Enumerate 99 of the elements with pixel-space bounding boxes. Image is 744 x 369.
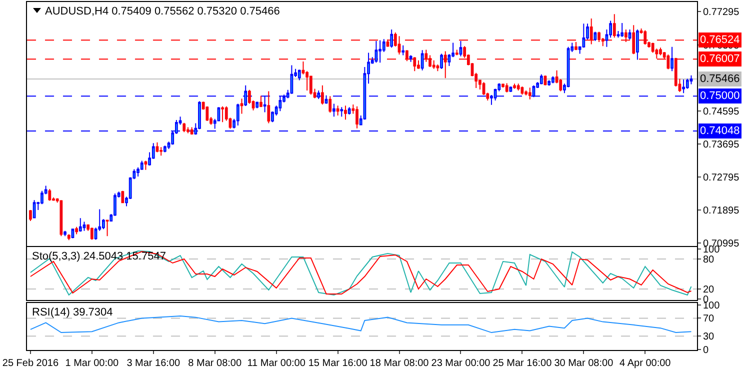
- candlestick: [540, 74, 543, 85]
- x-tick-label: 8 Mar 08:00: [188, 358, 242, 369]
- candlestick: [390, 29, 394, 48]
- candlestick: [632, 24, 636, 55]
- candlestick: [106, 220, 109, 237]
- candlestick: [267, 90, 270, 124]
- candlestick: [186, 126, 190, 134]
- x-tick-label: 30 Mar 08:00: [554, 358, 614, 369]
- candlestick: [156, 142, 159, 153]
- candlestick: [374, 40, 378, 64]
- candlestick: [340, 106, 344, 118]
- x-tick-label: 18 Mar 08:00: [370, 358, 430, 369]
- candlestick: [240, 98, 244, 114]
- candlestick: [528, 87, 532, 100]
- x-tick-label: 23 Mar 00:00: [431, 358, 491, 369]
- candlestick: [420, 50, 424, 71]
- x-tick-label: 25 Mar 16:00: [492, 358, 552, 369]
- chart-title: AUDUSD,H4 0.75409 0.75562 0.75320 0.75466: [45, 6, 280, 18]
- candlestick: [432, 60, 436, 70]
- y-tick-label: 30: [703, 332, 715, 343]
- candlestick: [344, 105, 347, 120]
- candlestick: [90, 227, 94, 240]
- candlestick: [551, 76, 554, 84]
- candlestick: [48, 188, 52, 202]
- candlestick: [612, 14, 616, 38]
- candlestick: [256, 101, 259, 109]
- candlestick: [78, 218, 82, 232]
- y-tick-label: 0.72795: [703, 172, 740, 184]
- candlestick: [336, 105, 340, 116]
- candlestick: [516, 83, 520, 92]
- candlestick: [459, 40, 462, 57]
- ref-line-label: 0.76007: [700, 53, 740, 65]
- candlestick: [64, 230, 66, 237]
- candlestick: [328, 96, 332, 114]
- candlestick: [509, 86, 512, 93]
- candlestick: [686, 78, 689, 90]
- ref-line-label: 0.75466: [700, 73, 740, 85]
- y-tick-label: 0.74595: [703, 106, 740, 118]
- candlestick: [690, 74, 693, 85]
- candlestick: [417, 60, 420, 70]
- candlestick: [440, 53, 443, 70]
- candlestick: [409, 54, 412, 62]
- candlestick: [436, 64, 440, 72]
- candlestick: [620, 22, 624, 38]
- x-tick-label: 4 Apr 00:00: [620, 358, 672, 369]
- candlestick: [290, 64, 294, 94]
- candlestick: [82, 221, 86, 232]
- candlestick: [524, 90, 528, 96]
- candlestick: [659, 47, 662, 56]
- y-tick-label: 70: [703, 314, 715, 325]
- candlestick: [182, 122, 186, 133]
- y-tick-label: 20: [703, 284, 715, 296]
- candlestick: [398, 36, 401, 56]
- ref-line-label: 0.76524: [700, 34, 740, 46]
- candlestick: [29, 209, 32, 222]
- candlestick: [348, 106, 351, 115]
- candlestick: [190, 126, 194, 136]
- candlestick: [628, 29, 632, 40]
- candlestick: [75, 226, 78, 235]
- candlestick: [636, 29, 639, 60]
- candlestick: [163, 145, 166, 153]
- y-tick-label: 100: [703, 300, 720, 312]
- ref-line-label: 0.74048: [700, 125, 740, 137]
- candlestick: [502, 84, 504, 88]
- y-tick-label: 0: [703, 345, 709, 356]
- candlestick: [378, 40, 382, 64]
- candlestick: [206, 106, 209, 122]
- candlestick: [356, 106, 358, 129]
- candlestick: [505, 82, 508, 93]
- candlestick: [309, 75, 312, 96]
- y-tick-label: 80: [703, 254, 715, 266]
- candlestick: [67, 234, 70, 241]
- y-tick-label: 0.77295: [703, 7, 740, 18]
- candlestick: [332, 103, 336, 118]
- y-tick-label: 0.73695: [703, 140, 740, 151]
- candlestick: [402, 44, 405, 56]
- candlestick: [160, 146, 163, 156]
- chart-title: RSI(14) 39.7304: [32, 306, 113, 319]
- candlestick: [598, 31, 600, 43]
- candlestick: [260, 95, 262, 108]
- candlestick: [236, 103, 240, 126]
- candlestick: [298, 69, 301, 81]
- y-tick-label: 0.71895: [703, 206, 740, 217]
- candlestick: [221, 106, 224, 123]
- x-tick-label: 25 Feb 2016: [2, 358, 59, 369]
- candlestick: [670, 46, 674, 72]
- candlestick: [682, 79, 685, 94]
- candlestick: [548, 80, 551, 86]
- ref-line-label: 0.75000: [700, 90, 740, 102]
- candlestick: [455, 49, 458, 56]
- candlestick: [513, 83, 516, 90]
- x-tick-label: 1 Mar 00:00: [65, 358, 120, 369]
- x-tick-label: 11 Mar 00:00: [247, 358, 306, 369]
- x-tick-label: 15 Mar 16:00: [308, 358, 368, 369]
- candlestick: [121, 190, 124, 204]
- x-tick-label: 3 Mar 16:00: [126, 358, 181, 369]
- candlestick: [144, 160, 148, 170]
- candlestick: [324, 94, 328, 104]
- candlestick: [320, 84, 324, 106]
